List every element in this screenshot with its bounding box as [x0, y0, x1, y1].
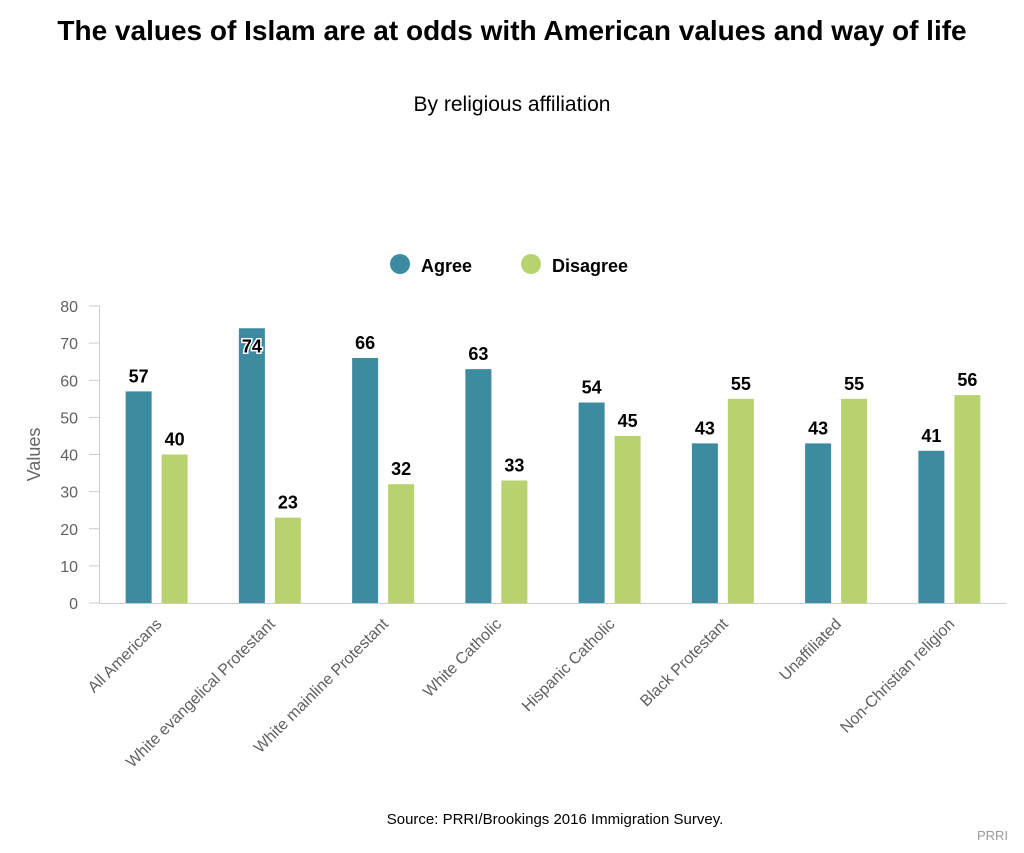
data-label: 32	[391, 459, 411, 479]
data-label: 66	[355, 333, 375, 353]
legend-marker-agree	[390, 254, 410, 274]
category-label: Non-Christian religion	[837, 616, 958, 737]
y-tick-label: 80	[60, 299, 78, 316]
bar-disagree	[501, 480, 528, 603]
data-label: 55	[844, 374, 864, 394]
data-label: 23	[278, 493, 298, 513]
data-label: 43	[695, 418, 715, 438]
y-tick-label: 0	[69, 596, 78, 613]
chart-subtitle: By religious affiliation	[413, 93, 611, 116]
data-label: 56	[957, 370, 977, 390]
credit-label: PRRI	[976, 828, 1008, 843]
category-label: White Catholic	[420, 616, 505, 701]
category-label: White mainline Protestant	[251, 615, 392, 756]
bar-disagree	[954, 395, 981, 603]
bar-disagree	[614, 435, 641, 603]
bar-agree	[352, 357, 379, 603]
y-tick-label: 30	[60, 485, 78, 502]
data-label: 54	[582, 378, 602, 398]
data-label: 57	[129, 366, 149, 386]
y-tick-label: 50	[60, 410, 78, 427]
bar-agree	[238, 328, 265, 603]
y-tick-label: 10	[60, 559, 78, 576]
legend-marker-disagree	[521, 254, 541, 274]
category-label: Black Protestant	[637, 615, 732, 710]
legend-label-disagree: Disagree	[552, 256, 628, 276]
data-label: 33	[504, 455, 524, 475]
bar-disagree	[727, 398, 754, 603]
legend-label-agree: Agree	[421, 256, 472, 276]
data-label: 63	[468, 344, 488, 364]
data-label: 43	[808, 418, 828, 438]
y-tick-label: 20	[60, 522, 78, 539]
chart-title: The values of Islam are at odds with Ame…	[57, 15, 967, 46]
category-label: All Americans	[85, 616, 166, 697]
data-label: 40	[165, 430, 185, 450]
bar-disagree	[841, 398, 868, 603]
data-label: 41	[921, 426, 941, 446]
data-label: 55	[731, 374, 751, 394]
y-tick-label: 60	[60, 373, 78, 390]
bar-agree	[125, 391, 152, 603]
category-label: Unaffiliated	[777, 616, 845, 684]
source-note: Source: PRRI/Brookings 2016 Immigration …	[386, 811, 724, 828]
bar-agree	[805, 443, 832, 603]
data-label: 74	[242, 336, 262, 356]
bar-agree	[465, 369, 492, 603]
bar-agree	[578, 402, 605, 603]
bar-agree	[691, 443, 718, 603]
y-axis-title: Values	[24, 428, 44, 482]
data-label: 45	[618, 411, 638, 431]
bar-disagree	[274, 517, 301, 603]
y-tick-label: 70	[60, 336, 78, 353]
bar-disagree	[161, 454, 188, 603]
bar-disagree	[388, 484, 415, 603]
y-tick-label: 40	[60, 448, 78, 465]
category-label: Hispanic Catholic	[519, 616, 618, 715]
bar-agree	[918, 450, 945, 603]
